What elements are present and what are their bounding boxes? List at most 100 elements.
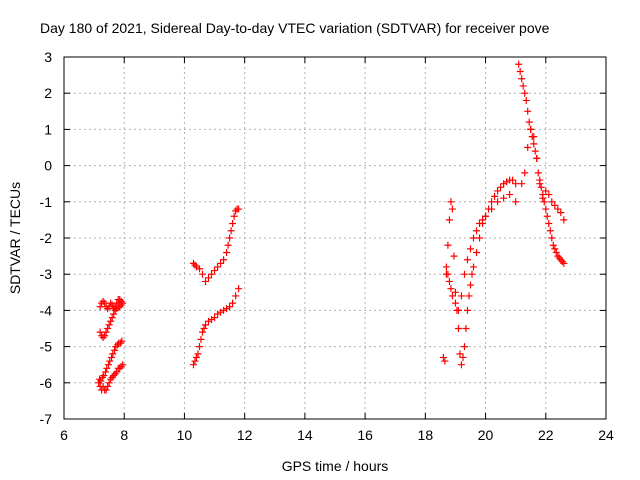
data-point	[235, 285, 243, 293]
data-point	[457, 361, 465, 369]
data-point	[447, 198, 455, 206]
data-point	[470, 263, 478, 271]
data-point	[447, 285, 455, 293]
data-point	[560, 259, 568, 267]
data-point	[444, 270, 452, 278]
x-axis-label: GPS time / hours	[282, 458, 389, 474]
x-tick-label: 12	[237, 427, 253, 443]
data-point	[537, 183, 545, 191]
data-point	[107, 317, 115, 325]
data-point	[530, 133, 538, 141]
y-tick-label: -5	[40, 339, 53, 355]
data-point	[101, 299, 109, 307]
data-point	[521, 89, 529, 97]
data-point	[96, 328, 104, 336]
x-tick-label: 8	[120, 427, 128, 443]
data-point	[459, 353, 467, 361]
data-point	[542, 205, 550, 213]
data-point	[531, 147, 539, 155]
data-point	[479, 216, 487, 224]
data-point	[533, 154, 541, 162]
data-point	[522, 96, 530, 104]
data-point	[509, 176, 517, 184]
data-point	[540, 198, 548, 206]
data-point	[229, 220, 237, 228]
y-tick-label: -3	[40, 266, 53, 282]
data-point	[457, 292, 465, 300]
data-point	[97, 377, 105, 385]
data-point	[439, 353, 447, 361]
data-point	[223, 248, 231, 256]
data-point	[494, 198, 502, 206]
data-point	[113, 299, 121, 307]
data-point	[551, 245, 559, 253]
data-point	[551, 201, 559, 209]
data-point	[108, 314, 116, 322]
data-point	[200, 325, 208, 332]
data-point	[103, 364, 111, 372]
data-point	[235, 205, 243, 213]
data-point	[497, 183, 505, 191]
grid-lines	[64, 57, 606, 419]
data-point	[205, 274, 213, 282]
data-point	[491, 192, 499, 200]
data-point	[548, 234, 556, 242]
data-point	[468, 270, 476, 278]
data-point	[106, 357, 114, 365]
data-point	[521, 169, 529, 177]
data-point	[111, 346, 119, 354]
data-point	[554, 205, 562, 213]
data-point	[506, 191, 514, 199]
y-tick-label: 0	[44, 158, 52, 174]
data-point	[560, 216, 568, 224]
data-point	[227, 227, 235, 235]
data-point	[199, 328, 207, 336]
y-tick-labels: 3 2 1 0 -1 -2 -3 -4 -5 -6 -7	[40, 49, 53, 427]
data-point	[102, 368, 110, 376]
data-point	[232, 292, 240, 300]
data-point	[214, 263, 222, 271]
data-point	[191, 261, 199, 269]
data-points	[95, 60, 568, 394]
data-point	[118, 337, 126, 345]
data-point	[202, 321, 210, 329]
data-point	[102, 328, 110, 336]
data-point	[196, 343, 203, 351]
y-tick-label: -1	[40, 194, 53, 210]
data-point	[100, 372, 108, 380]
data-point	[445, 216, 453, 224]
series-2	[189, 205, 243, 369]
data-point	[460, 343, 468, 351]
data-point	[546, 227, 554, 235]
data-point	[470, 234, 478, 242]
data-point	[525, 118, 533, 126]
y-tick-label: -6	[40, 375, 53, 391]
data-point	[488, 198, 496, 206]
data-point	[226, 303, 234, 311]
data-point	[552, 248, 560, 256]
data-point	[211, 267, 219, 275]
data-point	[105, 379, 113, 387]
axis-ticks	[63, 56, 607, 420]
data-point	[463, 306, 471, 314]
data-point	[456, 350, 464, 358]
data-point	[441, 357, 449, 365]
data-point	[104, 325, 112, 332]
data-point	[467, 245, 474, 253]
data-point	[199, 270, 207, 278]
data-point	[463, 256, 471, 264]
data-point	[557, 209, 565, 217]
data-point	[518, 75, 526, 83]
y-tick-label: 1	[44, 121, 52, 137]
y-tick-label: 2	[44, 85, 52, 101]
data-point	[229, 299, 237, 307]
data-point	[512, 198, 520, 206]
data-point	[108, 353, 116, 361]
data-point	[196, 265, 203, 273]
data-point	[102, 386, 110, 394]
series-1	[95, 296, 127, 394]
data-point	[197, 335, 205, 343]
data-point	[226, 234, 234, 242]
data-point	[500, 194, 508, 202]
y-tick-label: -2	[40, 230, 53, 246]
